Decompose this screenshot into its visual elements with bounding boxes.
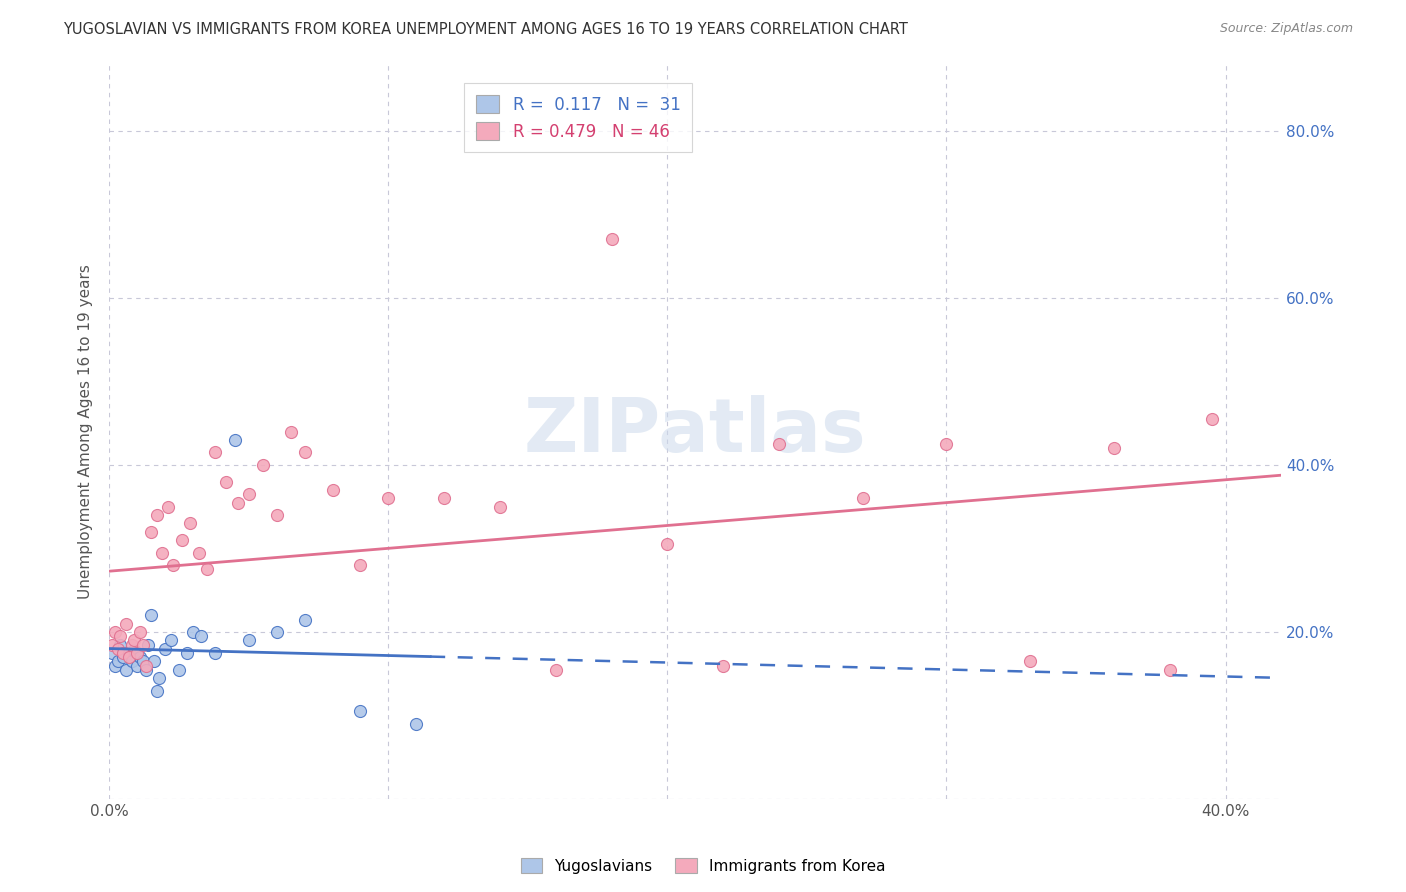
Point <box>104 658 127 673</box>
Point <box>142 654 165 668</box>
Point <box>266 625 288 640</box>
Point <box>195 562 218 576</box>
Point <box>377 491 399 506</box>
Point <box>107 654 129 668</box>
Point <box>1102 442 1125 456</box>
Point <box>139 608 162 623</box>
Point <box>224 433 246 447</box>
Point <box>127 646 149 660</box>
Point <box>124 643 146 657</box>
Legend: Yugoslavians, Immigrants from Korea: Yugoslavians, Immigrants from Korea <box>515 852 891 880</box>
Point <box>159 633 181 648</box>
Point <box>156 500 179 514</box>
Point <box>1159 663 1181 677</box>
Point <box>104 625 127 640</box>
Point <box>124 633 146 648</box>
Point <box>121 638 143 652</box>
Point <box>768 437 790 451</box>
Point <box>294 613 316 627</box>
Point <box>129 650 152 665</box>
Point <box>135 658 157 673</box>
Point <box>266 508 288 523</box>
Point <box>294 445 316 459</box>
Point <box>170 533 193 548</box>
Legend: R =  0.117   N =  31, R = 0.479   N = 46: R = 0.117 N = 31, R = 0.479 N = 46 <box>464 84 692 153</box>
Point <box>204 445 226 459</box>
Point <box>204 646 226 660</box>
Point <box>280 425 302 439</box>
Point <box>112 650 135 665</box>
Point <box>190 629 212 643</box>
Point <box>405 717 427 731</box>
Point <box>132 638 155 652</box>
Point <box>101 646 124 660</box>
Point <box>215 475 238 489</box>
Text: ZIPatlas: ZIPatlas <box>524 395 866 468</box>
Point <box>118 646 141 660</box>
Point <box>935 437 957 451</box>
Point <box>145 508 167 523</box>
Point <box>150 546 173 560</box>
Point <box>112 646 135 660</box>
Point <box>600 232 623 246</box>
Point <box>139 524 162 539</box>
Point <box>1019 654 1042 668</box>
Point <box>852 491 875 506</box>
Point <box>121 654 143 668</box>
Point <box>135 663 157 677</box>
Point <box>110 629 132 643</box>
Point <box>167 663 190 677</box>
Point <box>118 650 141 665</box>
Point <box>433 491 456 506</box>
Text: Source: ZipAtlas.com: Source: ZipAtlas.com <box>1219 22 1353 36</box>
Point <box>489 500 512 514</box>
Point <box>127 658 149 673</box>
Point <box>148 671 170 685</box>
Point <box>132 654 155 668</box>
Point <box>349 558 371 573</box>
Point <box>187 546 209 560</box>
Point <box>101 638 124 652</box>
Point <box>321 483 343 497</box>
Point <box>657 537 679 551</box>
Point <box>181 625 204 640</box>
Point <box>349 705 371 719</box>
Point <box>136 638 159 652</box>
Point <box>115 616 138 631</box>
Point <box>107 641 129 656</box>
Point <box>252 458 274 472</box>
Text: YUGOSLAVIAN VS IMMIGRANTS FROM KOREA UNEMPLOYMENT AMONG AGES 16 TO 19 YEARS CORR: YUGOSLAVIAN VS IMMIGRANTS FROM KOREA UNE… <box>63 22 908 37</box>
Point <box>1201 412 1223 426</box>
Point <box>162 558 184 573</box>
Point <box>238 487 260 501</box>
Point <box>153 641 176 656</box>
Point <box>544 663 567 677</box>
Point <box>129 625 152 640</box>
Point <box>711 658 734 673</box>
Point <box>179 516 201 531</box>
Point <box>115 663 138 677</box>
Point <box>238 633 260 648</box>
Point <box>226 495 249 509</box>
Y-axis label: Unemployment Among Ages 16 to 19 years: Unemployment Among Ages 16 to 19 years <box>79 264 93 599</box>
Point <box>110 638 132 652</box>
Point <box>145 683 167 698</box>
Point <box>176 646 198 660</box>
